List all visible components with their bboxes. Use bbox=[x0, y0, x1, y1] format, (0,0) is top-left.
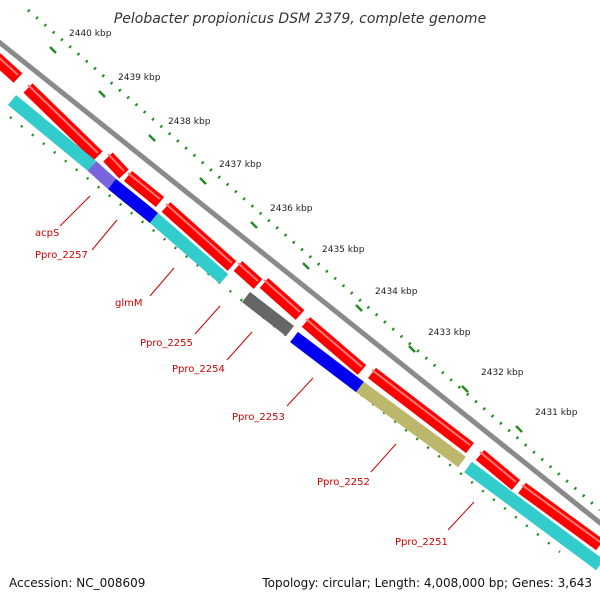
forward-cds-highlight bbox=[107, 153, 125, 172]
gene-leader-line bbox=[370, 443, 397, 473]
ruler-tick bbox=[302, 262, 310, 270]
ruler-tick-label: 2431 kbp bbox=[535, 408, 578, 418]
map-title: Pelobacter propionicus DSM 2379, complet… bbox=[114, 11, 486, 27]
gene-leader-line bbox=[286, 377, 314, 407]
forward-cds bbox=[123, 170, 165, 208]
blue-cds bbox=[107, 178, 159, 224]
forward-cds bbox=[0, 53, 23, 83]
ruler-tick bbox=[98, 90, 106, 98]
accession-text: Accession: NC_008609 bbox=[9, 576, 145, 590]
genome-summary-text: Topology: circular; Length: 4,008,000 bp… bbox=[261, 576, 592, 590]
ruler-tick bbox=[461, 385, 469, 393]
ruler-tick bbox=[49, 46, 57, 54]
gene-leader-line bbox=[149, 267, 175, 297]
gene-label-ppro-2255: Ppro_2255 bbox=[140, 338, 193, 349]
reverse-cds bbox=[149, 213, 229, 284]
ruler-tick bbox=[250, 221, 258, 229]
forward-cds-highlight bbox=[27, 84, 99, 154]
gene-label-glmm: glmM bbox=[115, 298, 143, 309]
gene-label-ppro-2254: Ppro_2254 bbox=[172, 364, 225, 375]
forward-cds-highlight bbox=[371, 369, 471, 446]
ruler-tick-label: 2433 kbp bbox=[428, 328, 471, 338]
forward-cds bbox=[301, 317, 367, 375]
ruler-tick-label: 2434 kbp bbox=[375, 287, 418, 297]
ruler-tick-label: 2432 kbp bbox=[481, 368, 524, 378]
forward-cds-highlight bbox=[521, 484, 600, 543]
forward-cds-highlight bbox=[479, 451, 517, 483]
ruler-tick-label: 2438 kbp bbox=[168, 117, 211, 127]
forward-cds bbox=[233, 261, 263, 289]
gene-label-ppro-2252: Ppro_2252 bbox=[317, 477, 370, 488]
ruler-tick-label: 2436 kbp bbox=[270, 204, 313, 214]
purple-cds bbox=[87, 161, 117, 189]
forward-cds bbox=[103, 152, 129, 179]
forward-cds-highlight bbox=[0, 57, 19, 76]
forward-cds bbox=[368, 367, 474, 454]
olive-cds bbox=[356, 381, 466, 468]
ruler-tick-label: 2439 kbp bbox=[118, 73, 161, 83]
ruler-tick bbox=[355, 304, 363, 312]
gene-label-acps: acpS bbox=[35, 228, 59, 239]
gray-cds bbox=[242, 291, 294, 337]
reverse-cds bbox=[7, 94, 97, 172]
forward-cds-highlight bbox=[305, 318, 363, 368]
forward-cds bbox=[161, 202, 237, 271]
backbone bbox=[0, 39, 600, 527]
ruler-tick bbox=[199, 177, 207, 185]
forward-cds-highlight bbox=[165, 203, 233, 264]
gene-labels: acpS Ppro_2257 glmM Ppro_2255 Ppro_2254 Ppro_… bbox=[35, 195, 475, 548]
forward-cds bbox=[259, 278, 305, 320]
forward-cds bbox=[23, 83, 103, 161]
ruler-tick-label: 2437 kbp bbox=[219, 160, 262, 170]
gene-label-ppro-2257: Ppro_2257 bbox=[35, 250, 88, 261]
forward-cds bbox=[518, 482, 600, 551]
ruler-tick bbox=[408, 345, 416, 353]
ruler-tick bbox=[515, 425, 523, 433]
forward-cds-highlight bbox=[127, 172, 161, 200]
gene-leader-line bbox=[91, 219, 118, 251]
feature-track bbox=[0, 53, 600, 571]
gene-label-ppro-2251: Ppro_2251 bbox=[395, 537, 448, 548]
forward-cds-highlight bbox=[237, 262, 259, 282]
gene-leader-line bbox=[226, 331, 253, 361]
forward-cds bbox=[475, 450, 521, 490]
gene-leader-line bbox=[447, 501, 475, 531]
genome-backbone bbox=[0, 39, 600, 527]
ruler-line bbox=[27, 8, 600, 512]
gene-leader-line bbox=[59, 195, 91, 227]
blue-cds bbox=[290, 331, 364, 393]
ruler-tick bbox=[148, 134, 156, 142]
ruler: 2440 kbp 2439 kbp 2438 kbp 2437 kbp 2436 kbp… bbox=[9, 8, 600, 553]
gene-leader-line bbox=[194, 305, 221, 335]
reverse-cds bbox=[464, 461, 600, 571]
forward-cds-highlight bbox=[263, 279, 301, 313]
gene-label-ppro-2253: Ppro_2253 bbox=[232, 412, 285, 423]
ruler-tick-label: 2435 kbp bbox=[322, 245, 365, 255]
ruler-tick-label: 2440 kbp bbox=[69, 29, 112, 39]
